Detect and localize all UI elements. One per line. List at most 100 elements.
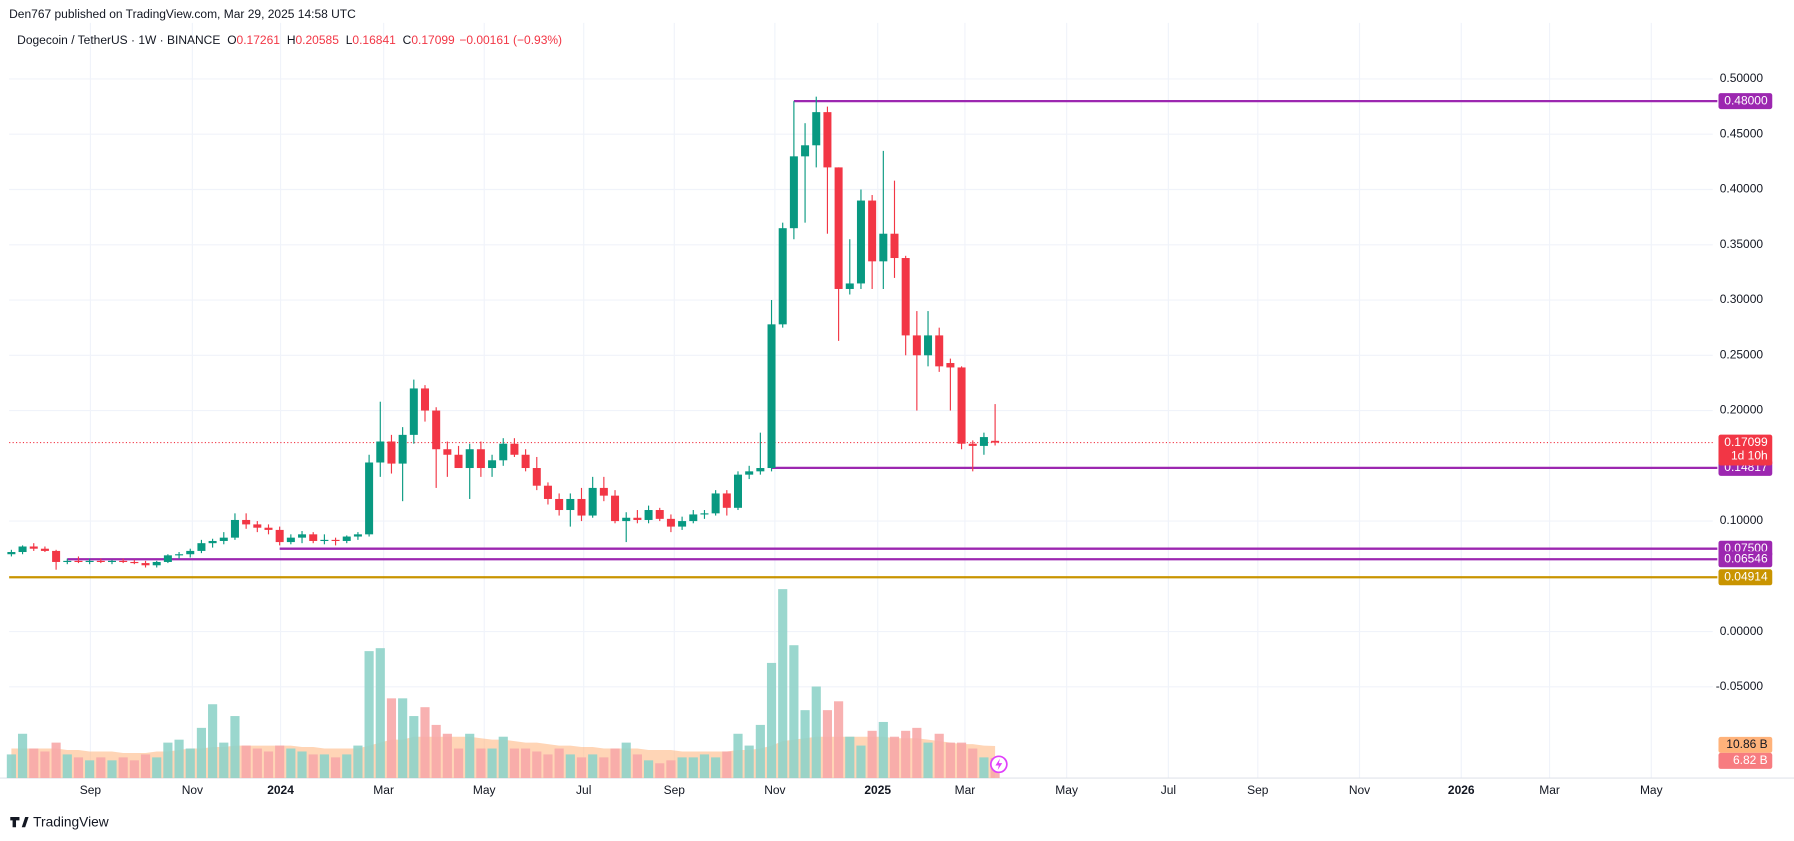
volume-bar (62, 754, 72, 779)
volume-bar (509, 748, 520, 779)
candle-body (253, 524, 262, 528)
candle-body (924, 335, 933, 356)
candle-body (488, 460, 497, 469)
volume-bar (107, 760, 117, 779)
candle-body (633, 517, 642, 520)
candle-body (230, 519, 239, 538)
x-tick-label: May (1640, 783, 1663, 797)
x-tick-label: Nov (764, 783, 785, 797)
candle-body (611, 495, 620, 522)
volume-bar (96, 757, 106, 779)
legend-key: H (287, 33, 296, 47)
volume-bar (755, 724, 765, 779)
candle-body (119, 560, 128, 563)
countdown-label: 1d 10h (1731, 449, 1768, 463)
y-tick-label: 0.35000 (1720, 237, 1764, 251)
volume-bar (822, 710, 833, 779)
volume-bar (632, 754, 642, 779)
candle-body (834, 167, 843, 289)
y-tick-label: 0.50000 (1720, 71, 1764, 85)
volume-bar (40, 751, 50, 779)
volume-bar (297, 751, 307, 779)
candle-body (186, 550, 195, 555)
x-tick-label: May (1055, 783, 1078, 797)
x-tick-label: Mar (373, 783, 394, 797)
volume-bar (476, 748, 486, 779)
volume-bar (386, 698, 397, 779)
candle-body (175, 554, 184, 556)
volume-bar (711, 757, 721, 779)
volume-bar (744, 745, 754, 779)
volume-bar (666, 760, 676, 779)
volume-bar (85, 760, 95, 779)
volume-bar (834, 701, 844, 779)
candle-body (242, 519, 251, 525)
candle-body (521, 454, 530, 469)
volume-bar (196, 727, 207, 779)
volume-bar (17, 733, 28, 779)
candle-body (767, 324, 776, 469)
volume-bar (655, 763, 665, 779)
candle-body (353, 534, 362, 537)
candle-body (879, 233, 888, 262)
candle-body (409, 388, 418, 435)
volume-bar (867, 730, 877, 779)
volume-bar (912, 727, 922, 779)
candle-body (74, 560, 83, 563)
volume-bar (286, 748, 296, 779)
volume-bar (487, 748, 497, 779)
x-tick-label: Sep (1247, 783, 1269, 797)
y-tick-label: 0.00000 (1720, 624, 1764, 638)
candle-body (331, 539, 340, 542)
candle-body (968, 443, 977, 446)
volume-bar (945, 742, 955, 779)
x-tick-label: Mar (955, 783, 976, 797)
candle-body (812, 112, 821, 146)
candle-body (443, 449, 452, 455)
volume-bar (588, 754, 598, 779)
volume-ma-label-box (1718, 736, 1773, 753)
legend-value: 0.20585 (295, 33, 339, 47)
candle-body (532, 468, 541, 486)
candle-body (957, 367, 966, 444)
footer-logo: TradingView (10, 814, 109, 829)
candle-body (622, 517, 631, 522)
volume-bar (140, 754, 151, 779)
candle-body (499, 443, 508, 461)
volume-ma-label: 10.86 B (1726, 737, 1767, 751)
volume-bar (722, 751, 732, 779)
volume-bar (129, 760, 139, 779)
candle-body (298, 534, 307, 538)
candle-body (286, 537, 295, 543)
candle-body (689, 514, 698, 522)
candle-body (141, 563, 150, 566)
volume-bar (308, 754, 318, 779)
volume-bar (219, 742, 229, 779)
volume-bar (543, 754, 553, 779)
volume-bar (979, 757, 989, 779)
x-tick-label: May (473, 783, 496, 797)
volume-bar (901, 730, 911, 779)
publish-info: Den767 published on TradingView.com, Mar… (9, 7, 356, 21)
candle-body (599, 487, 608, 496)
legend-value: 0.17099 (411, 33, 455, 47)
volume-bar (465, 733, 475, 779)
volume-bar (118, 757, 128, 779)
volume-bar (621, 742, 631, 779)
candle-body (476, 449, 485, 469)
volume-bar (677, 757, 687, 779)
candle-body (801, 145, 810, 157)
volume-bar (263, 751, 274, 779)
candle-body (789, 156, 798, 229)
y-tick-label: 0.25000 (1720, 347, 1764, 361)
candle-body (868, 200, 877, 262)
x-tick-label: 2026 (1448, 783, 1475, 797)
candle-body (107, 560, 117, 563)
candle-body (85, 560, 94, 563)
candle-body (577, 498, 586, 516)
candle-body (152, 561, 161, 566)
y-tick-label: -0.05000 (1716, 679, 1764, 693)
candle-body (566, 498, 575, 511)
volume-bar (73, 757, 84, 779)
y-tick-label: 0.10000 (1720, 513, 1764, 527)
